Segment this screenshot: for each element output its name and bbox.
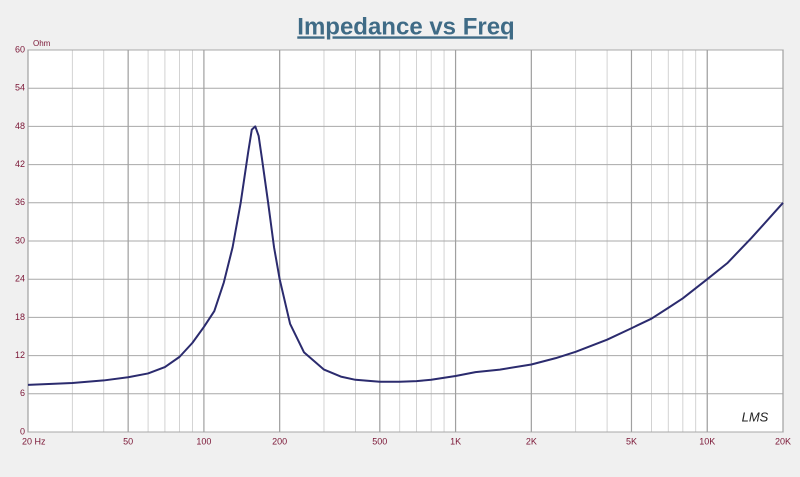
x-tick-label: 100 — [196, 436, 211, 446]
y-tick-label: 54 — [15, 83, 25, 93]
x-tick-label: 200 — [272, 436, 287, 446]
x-tick-label: 20K — [775, 436, 791, 446]
y-tick-label: 60 — [15, 44, 25, 54]
y-tick-label: 30 — [15, 235, 25, 245]
y-tick-label: 42 — [15, 159, 25, 169]
y-tick-label: 24 — [15, 274, 25, 284]
y-tick-label: 0 — [20, 426, 25, 436]
x-tick-label: 5K — [626, 436, 637, 446]
x-tick-label: 10K — [699, 436, 715, 446]
y-tick-label: 6 — [20, 388, 25, 398]
x-tick-label: 1K — [450, 436, 461, 446]
y-tick-label: 36 — [15, 197, 25, 207]
impedance-line — [27, 125, 784, 386]
logo: LMS — [742, 409, 769, 424]
x-tick-label: 500 — [372, 436, 387, 446]
y-tick-label: 12 — [15, 350, 25, 360]
y-unit: Ohm — [33, 39, 51, 48]
x-tick-label: 50 — [123, 436, 133, 446]
x-tick-label: 20 Hz — [22, 436, 46, 446]
chart-title: Impedance vs Freq — [297, 13, 514, 40]
x-tick-label: 2K — [526, 436, 537, 446]
y-tick-label: 48 — [15, 121, 25, 131]
y-tick-label: 18 — [15, 312, 25, 322]
